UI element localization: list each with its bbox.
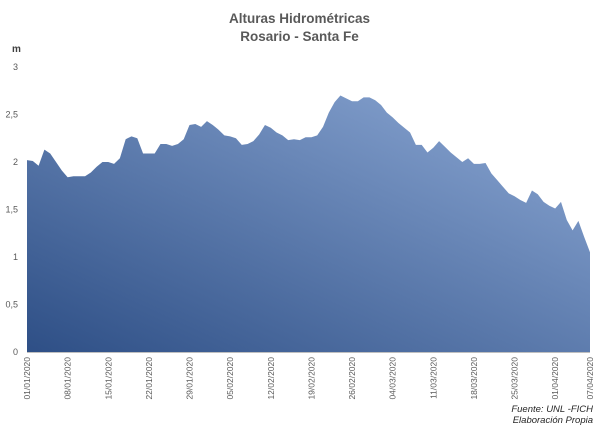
x-tick-label: 01/04/2020 [550,357,560,400]
chart-title-block: Alturas Hidrométricas Rosario - Santa Fe [0,10,599,46]
y-tick-label: 0,5 [5,300,18,310]
x-tick-label: 22/01/2020 [144,357,154,400]
x-tick-label: 01/01/2020 [22,357,32,400]
x-tick-label: 04/03/2020 [388,357,398,400]
y-axis-unit-label: m [12,44,21,55]
y-tick-label: 2 [13,157,18,167]
y-tick-label: 2,5 [5,110,18,120]
y-tick-label: 1 [13,252,18,262]
area-series-layer [27,95,590,352]
y-tick-label: 0 [13,347,18,357]
water-level-area [27,95,590,352]
x-axis-ticks: 01/01/2020 08/01/2020 15/01/2020 22/01/2020… [22,352,595,400]
y-axis-ticks: 0 0,5 1 1,5 2 2,5 3 [5,62,18,357]
y-tick-label: 3 [13,62,18,72]
x-tick-label: 15/01/2020 [103,357,113,400]
x-tick-label: 25/03/2020 [510,357,520,400]
x-tick-label: 29/01/2020 [185,357,195,400]
x-tick-label: 19/02/2020 [306,357,316,400]
chart-title: Alturas Hidrométricas [228,11,371,26]
y-tick-label: 1,5 [5,205,18,215]
x-tick-label: 11/03/2020 [428,357,438,399]
x-tick-label: 05/02/2020 [225,357,235,400]
x-tick-label: 12/02/2020 [266,357,276,400]
x-tick-label: 18/03/2020 [469,357,479,400]
x-tick-label: 08/01/2020 [63,357,73,400]
x-tick-label: 26/02/2020 [347,357,357,400]
source-line-2: Elaboración Propia [512,415,593,426]
chart-subtitle: Rosario - Santa Fe [240,29,359,44]
x-tick-label: 07/04/2020 [585,357,595,400]
source-note: Fuente: UNL -FICH Elaboración Propia [511,404,593,426]
source-line-1: Fuente: UNL -FICH [511,404,593,415]
